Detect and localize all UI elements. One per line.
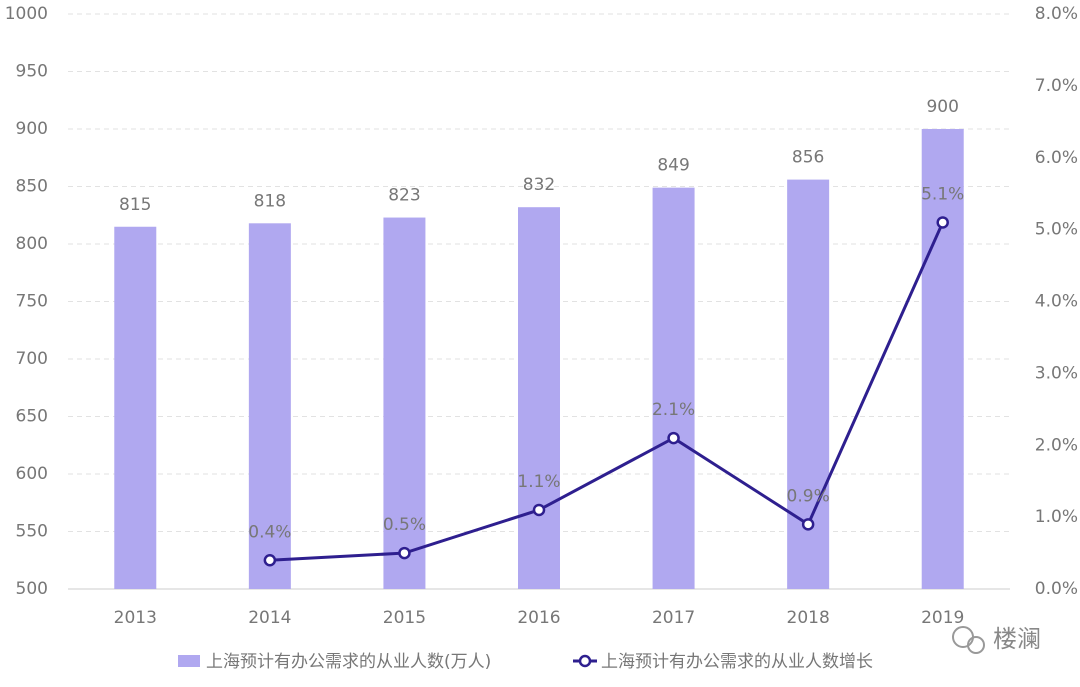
x-tick-label: 2013	[114, 608, 157, 628]
y2-tick-label: 3.0%	[1035, 363, 1078, 383]
y-tick-label: 650	[16, 407, 48, 427]
y-tick-label: 950	[16, 62, 48, 82]
y-tick-label: 1000	[5, 4, 48, 24]
line-point	[801, 518, 815, 531]
line-value-label: 1.1%	[517, 472, 560, 492]
y-tick-label: 600	[16, 464, 48, 484]
bar	[518, 207, 560, 589]
x-tick-label: 2016	[517, 608, 560, 628]
y2-tick-label: 8.0%	[1035, 4, 1078, 24]
y-tick-label: 900	[16, 119, 48, 139]
y2-tick-label: 7.0%	[1035, 76, 1078, 96]
bar-value-label: 856	[792, 148, 824, 168]
y-tick-label: 750	[16, 292, 48, 312]
y-tick-label: 550	[16, 522, 48, 542]
y2-tick-label: 1.0%	[1035, 507, 1078, 527]
bar-value-label: 815	[119, 195, 151, 215]
bar-value-label: 849	[657, 156, 689, 176]
legend-swatch	[178, 655, 200, 667]
x-tick-label: 2014	[248, 608, 291, 628]
legend-label: 上海预计有办公需求的从业人数增长	[601, 652, 873, 672]
y-tick-label: 800	[16, 234, 48, 254]
line-value-label: 0.5%	[383, 515, 426, 535]
y-tick-label: 850	[16, 177, 48, 197]
watermark-icon	[952, 626, 974, 648]
watermark: 楼澜	[952, 625, 1041, 654]
bar-value-label: 823	[388, 186, 420, 206]
watermark-text: 楼澜	[993, 625, 1041, 653]
line-point	[532, 503, 546, 517]
y-tick-label: 500	[16, 579, 48, 599]
bar-value-label: 818	[254, 191, 286, 211]
x-tick-label: 2015	[383, 608, 426, 628]
legend-swatch	[578, 654, 592, 668]
legend-label: 上海预计有办公需求的从业人数(万人)	[206, 652, 491, 672]
line-value-label: 0.4%	[248, 522, 291, 542]
line-point	[667, 431, 680, 445]
line-point	[263, 554, 277, 567]
x-tick-label: 2018	[787, 608, 830, 628]
watermark-icon	[967, 636, 985, 654]
y2-tick-label: 2.0%	[1035, 435, 1078, 455]
line	[269, 221, 945, 562]
bar-value-label: 900	[926, 97, 958, 117]
line-point	[936, 216, 949, 229]
x-tick-label: 2019	[921, 608, 964, 628]
x-tick-label: 2017	[652, 608, 695, 628]
y2-tick-label: 4.0%	[1035, 292, 1078, 312]
y2-tick-label: 6.0%	[1035, 148, 1078, 168]
y2-tick-label: 5.0%	[1035, 220, 1078, 240]
line-value-label: 2.1%	[652, 400, 695, 420]
bar	[248, 223, 291, 590]
bar	[652, 187, 695, 589]
bar	[921, 129, 964, 589]
y-tick-label: 700	[16, 349, 48, 369]
bar-value-label: 832	[523, 175, 555, 195]
bar	[383, 217, 426, 590]
line-point	[398, 546, 411, 560]
line-value-label: 5.1%	[921, 184, 964, 204]
y2-tick-label: 0.0%	[1035, 579, 1078, 599]
bar	[114, 226, 157, 589]
line-value-label: 0.9%	[787, 486, 830, 506]
